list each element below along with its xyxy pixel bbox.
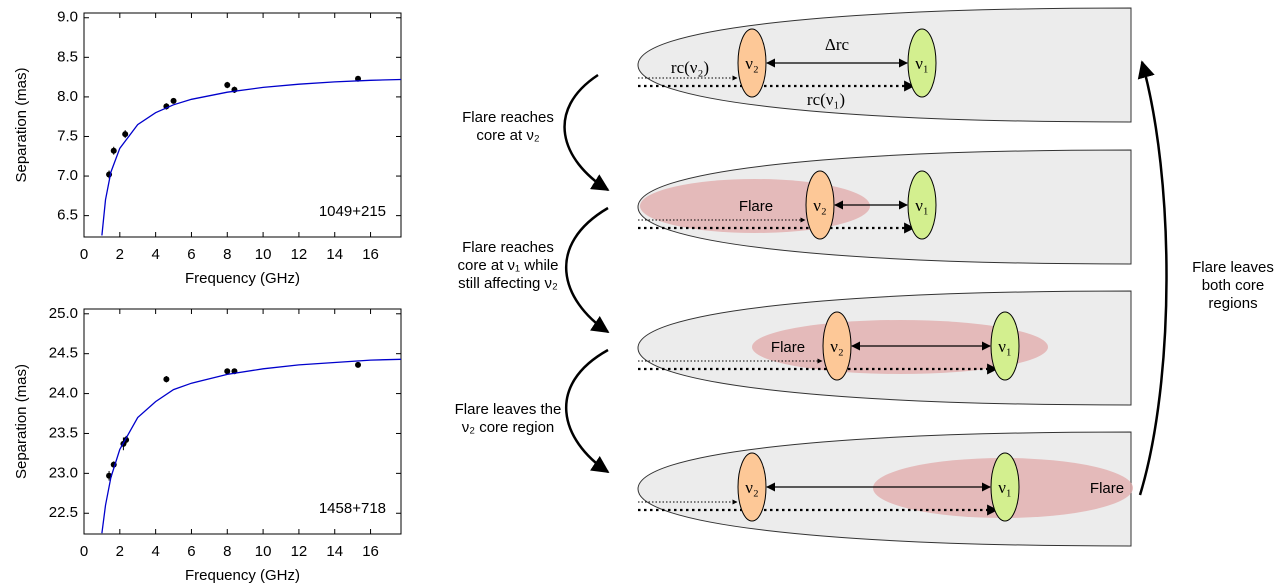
x-tick-label: 8 — [223, 543, 231, 560]
x-tick-label: 8 — [223, 246, 231, 263]
annotation: 1458+718 — [319, 500, 386, 517]
data-point — [171, 98, 177, 104]
step-label: Flare leaves the — [455, 401, 562, 418]
y-tick-label: 23.0 — [49, 464, 78, 481]
y-tick-label: 24.0 — [49, 385, 78, 402]
step-label: core at ν₂ — [476, 127, 540, 144]
return-label: both core — [1202, 277, 1265, 294]
data-point — [224, 368, 230, 374]
nu2-label: ν₂ — [830, 337, 844, 356]
x-tick-label: 10 — [255, 543, 272, 560]
jet-outline — [638, 8, 1131, 122]
y-tick-label: 8.5 — [57, 48, 78, 65]
x-tick-label: 6 — [187, 246, 195, 263]
step-arrow — [566, 208, 608, 332]
step-label: Flare reaches — [462, 239, 554, 256]
x-tick-label: 16 — [362, 246, 379, 263]
y-tick-label: 24.5 — [49, 345, 78, 362]
x-tick-label: 16 — [362, 543, 379, 560]
nu2-label: ν₂ — [813, 196, 827, 215]
x-tick-label: 0 — [80, 543, 88, 560]
step-label: core at ν₁ while — [458, 257, 559, 274]
flare-label: Flare — [771, 339, 805, 356]
data-point — [163, 376, 169, 382]
y-tick-label: 9.0 — [57, 9, 78, 26]
x-axis-label: Frequency (GHz) — [185, 567, 300, 583]
rc-nu2-label: rc(ν₂) — [671, 58, 709, 77]
y-tick-label: 7.5 — [57, 127, 78, 144]
x-tick-label: 0 — [80, 246, 88, 263]
x-tick-label: 4 — [151, 543, 159, 560]
data-point — [355, 362, 361, 368]
return-label: regions — [1208, 295, 1257, 312]
return-label: Flare leaves — [1192, 259, 1274, 276]
nu1-label: ν₁ — [915, 196, 929, 215]
annotation: 1049+215 — [319, 203, 386, 220]
data-point — [122, 131, 128, 137]
figure: ν₂ ν₁ Δrc rc(ν₂) rc(ν₁) Flare ν₂ ν₁ Flare ν₂ ν₁ Fla… — [0, 0, 1281, 583]
flare-label: Flare — [1090, 480, 1124, 497]
data-point — [111, 148, 117, 154]
nu1-label: ν₁ — [998, 337, 1012, 356]
x-tick-label: 2 — [116, 543, 124, 560]
x-axis-label: Frequency (GHz) — [185, 270, 300, 287]
rc-nu1-label: rc(ν₁) — [807, 90, 845, 109]
x-tick-label: 14 — [326, 246, 343, 263]
nu1-label: ν₁ — [998, 478, 1012, 497]
y-tick-label: 7.0 — [57, 167, 78, 184]
diagram: ν₂ ν₁ Δrc rc(ν₂) rc(ν₁) Flare ν₂ ν₁ Flare ν₂ ν₁ Fla… — [455, 8, 1274, 546]
nu1-label: ν₁ — [915, 54, 929, 73]
return-arrow — [1140, 62, 1167, 495]
step-label: Flare reaches — [462, 109, 554, 126]
step-arrow — [565, 75, 608, 190]
nu2-label: ν₂ — [745, 54, 759, 73]
step-label: ν₂ core region — [462, 419, 555, 436]
x-tick-label: 12 — [291, 543, 308, 560]
step-label: still affecting ν₂ — [458, 275, 558, 292]
y-tick-label: 23.5 — [49, 424, 78, 441]
x-tick-label: 12 — [291, 246, 308, 263]
step-arrow — [566, 350, 608, 472]
charts: 0 2 4 6 8 10 12 14 16 6.5 7.0 7.5 8.0 8.5 9.0 Frequency… — [13, 9, 401, 583]
x-tick-label: 6 — [187, 543, 195, 560]
delta-rc-label: Δrc — [825, 35, 850, 54]
y-tick-label: 6.5 — [57, 207, 78, 224]
x-tick-label: 10 — [255, 246, 272, 263]
x-tick-label: 2 — [116, 246, 124, 263]
data-point — [224, 82, 230, 88]
y-tick-label: 8.0 — [57, 88, 78, 105]
x-tick-label: 4 — [151, 246, 159, 263]
y-axis-label: Separation (mas) — [13, 364, 30, 479]
y-tick-label: 22.5 — [49, 504, 78, 521]
nu2-label: ν₂ — [745, 478, 759, 497]
y-axis-label: Separation (mas) — [13, 67, 30, 182]
x-tick-label: 14 — [326, 543, 343, 560]
flare-label: Flare — [739, 198, 773, 215]
y-tick-label: 25.0 — [49, 305, 78, 322]
